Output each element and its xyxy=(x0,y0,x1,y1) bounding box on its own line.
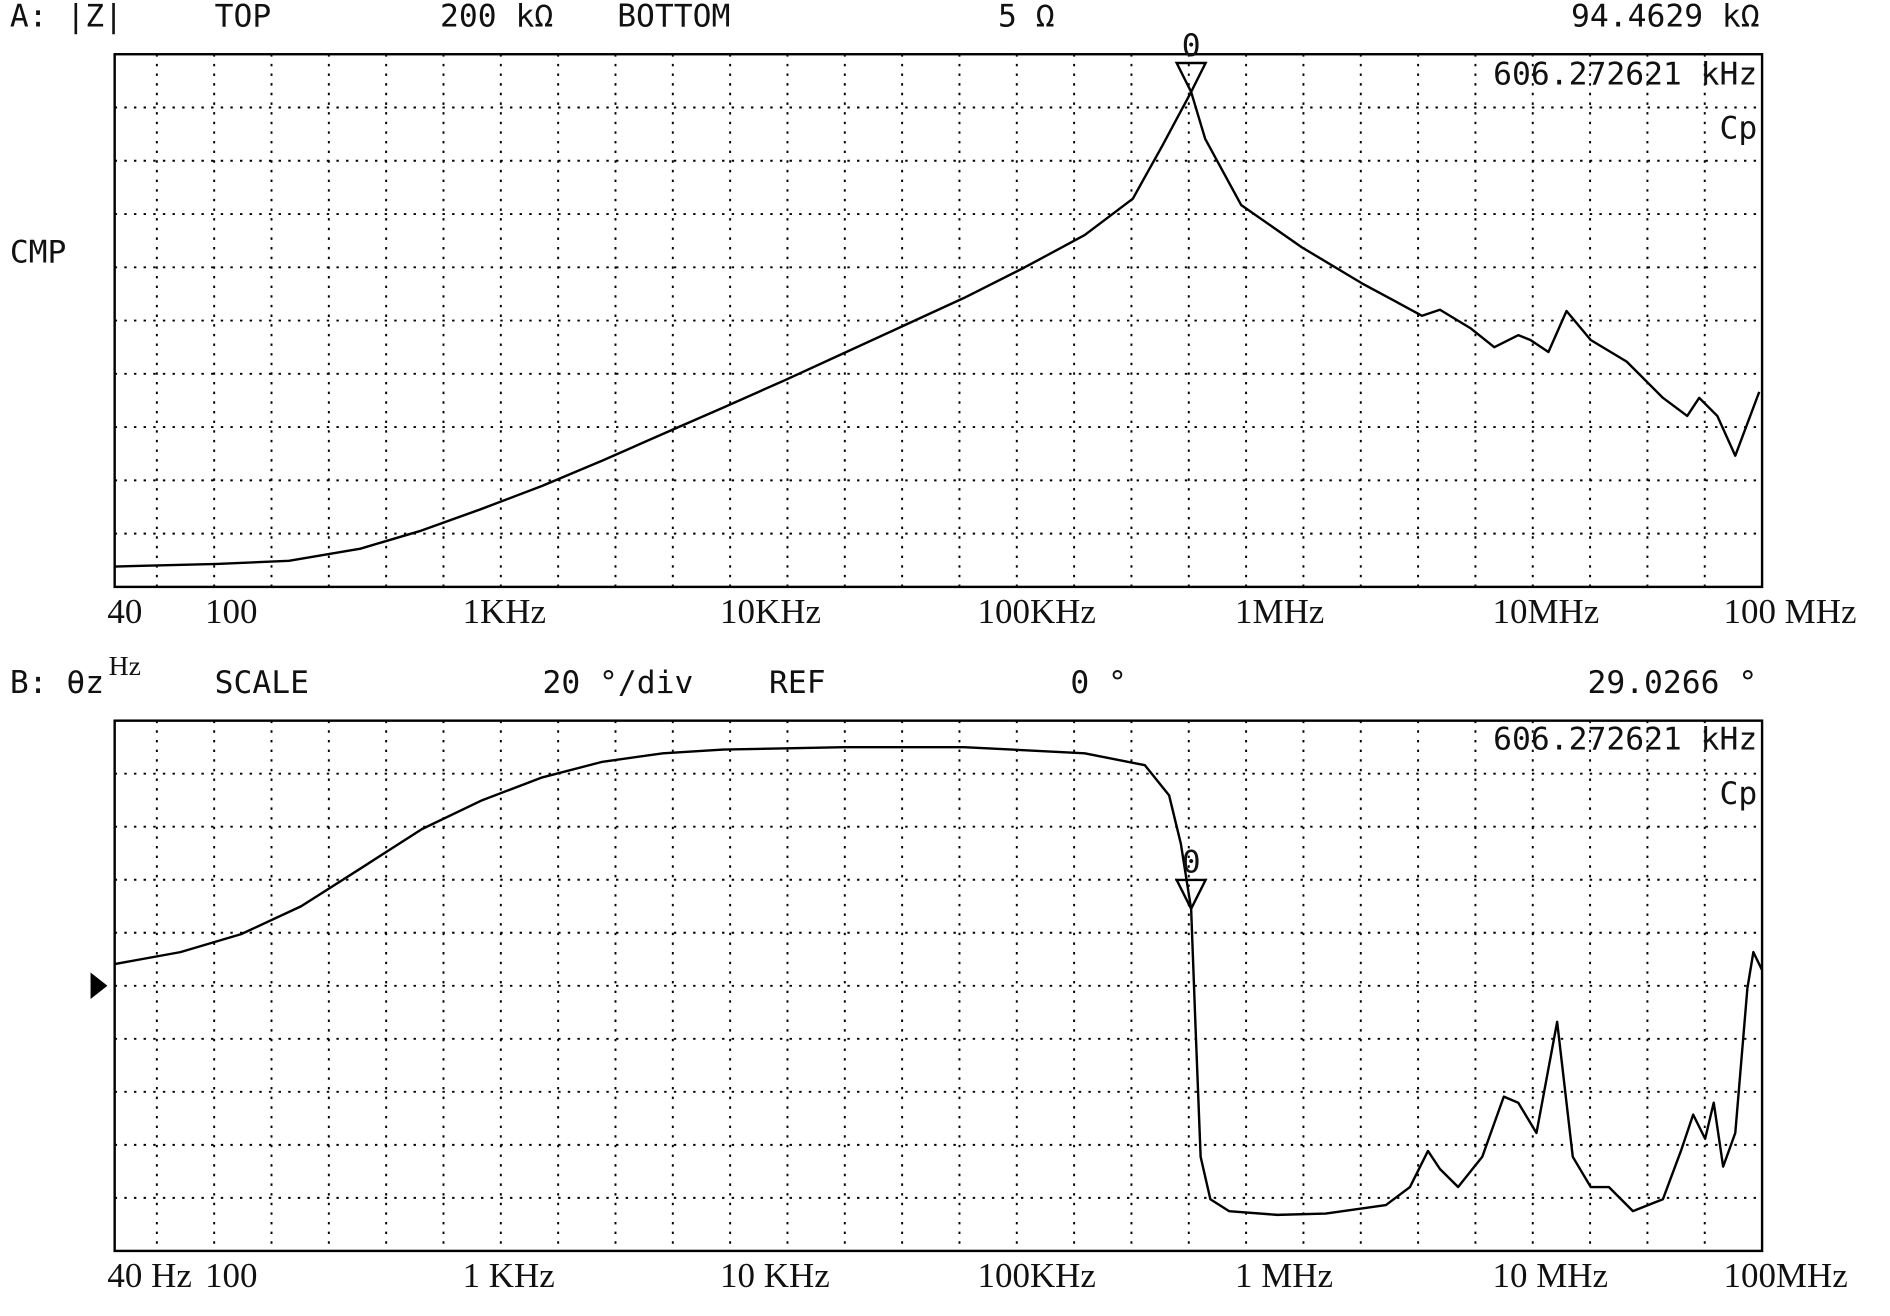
x-tick-label: 100 xyxy=(205,592,257,631)
header-field: 20 °/div xyxy=(542,665,693,701)
marker-label: 0 xyxy=(1182,845,1201,881)
header-field: B: θz xyxy=(10,665,104,701)
header-field: 29.0266 ° xyxy=(1587,665,1757,701)
side-label: CMP xyxy=(10,235,67,271)
marker-readout: 606.272621 kHz xyxy=(1493,56,1757,92)
header-field: A: |Z| xyxy=(10,0,123,35)
x-tick-label: 40 xyxy=(107,592,142,631)
x-tick-label: 100KHz xyxy=(978,592,1096,631)
header-field: REF xyxy=(769,665,826,701)
header-field: 5 Ω xyxy=(998,0,1055,35)
x-tick-label: 40 Hz xyxy=(107,1256,191,1295)
x-tick-label: 10 MHz xyxy=(1493,1256,1608,1295)
plot-frame xyxy=(113,53,1764,589)
x-tick-label: 10 KHz xyxy=(720,1256,830,1295)
x-tick-label: 100KHz xyxy=(978,1256,1096,1295)
header-field: 94.4629 kΩ xyxy=(1571,0,1760,35)
marker-triangle xyxy=(1174,878,1208,912)
trace xyxy=(114,90,1761,568)
ref-marker xyxy=(90,972,108,1000)
trace xyxy=(114,745,1764,1217)
header-field: BOTTOM xyxy=(617,0,730,35)
header-field: TOP xyxy=(215,0,272,35)
x-tick-label: 1 KHz xyxy=(463,1256,555,1295)
marker-triangle xyxy=(1174,61,1208,95)
x-tick-label: 1KHz xyxy=(463,592,546,631)
x-tick-label: 100MHz xyxy=(1724,1256,1848,1295)
header-field: 0 ° xyxy=(1070,665,1127,701)
mode-label: Cp xyxy=(1720,776,1758,812)
marker-label: 0 xyxy=(1182,28,1201,64)
x-unit-label: Hz xyxy=(109,650,141,681)
x-tick-label: 10MHz xyxy=(1493,592,1600,631)
marker-readout: 606.272621 kHz xyxy=(1493,722,1757,758)
x-tick-label: 100 xyxy=(205,1256,257,1295)
mode-label: Cp xyxy=(1720,111,1758,147)
x-tick-label: 100 MHz xyxy=(1724,592,1857,631)
plot-frame xyxy=(113,719,1764,1253)
header-field: 200 kΩ xyxy=(440,0,553,35)
x-tick-label: 10KHz xyxy=(720,592,821,631)
x-tick-label: 1 MHz xyxy=(1235,1256,1333,1295)
x-tick-label: 1MHz xyxy=(1235,592,1324,631)
header-field: SCALE xyxy=(215,665,309,701)
